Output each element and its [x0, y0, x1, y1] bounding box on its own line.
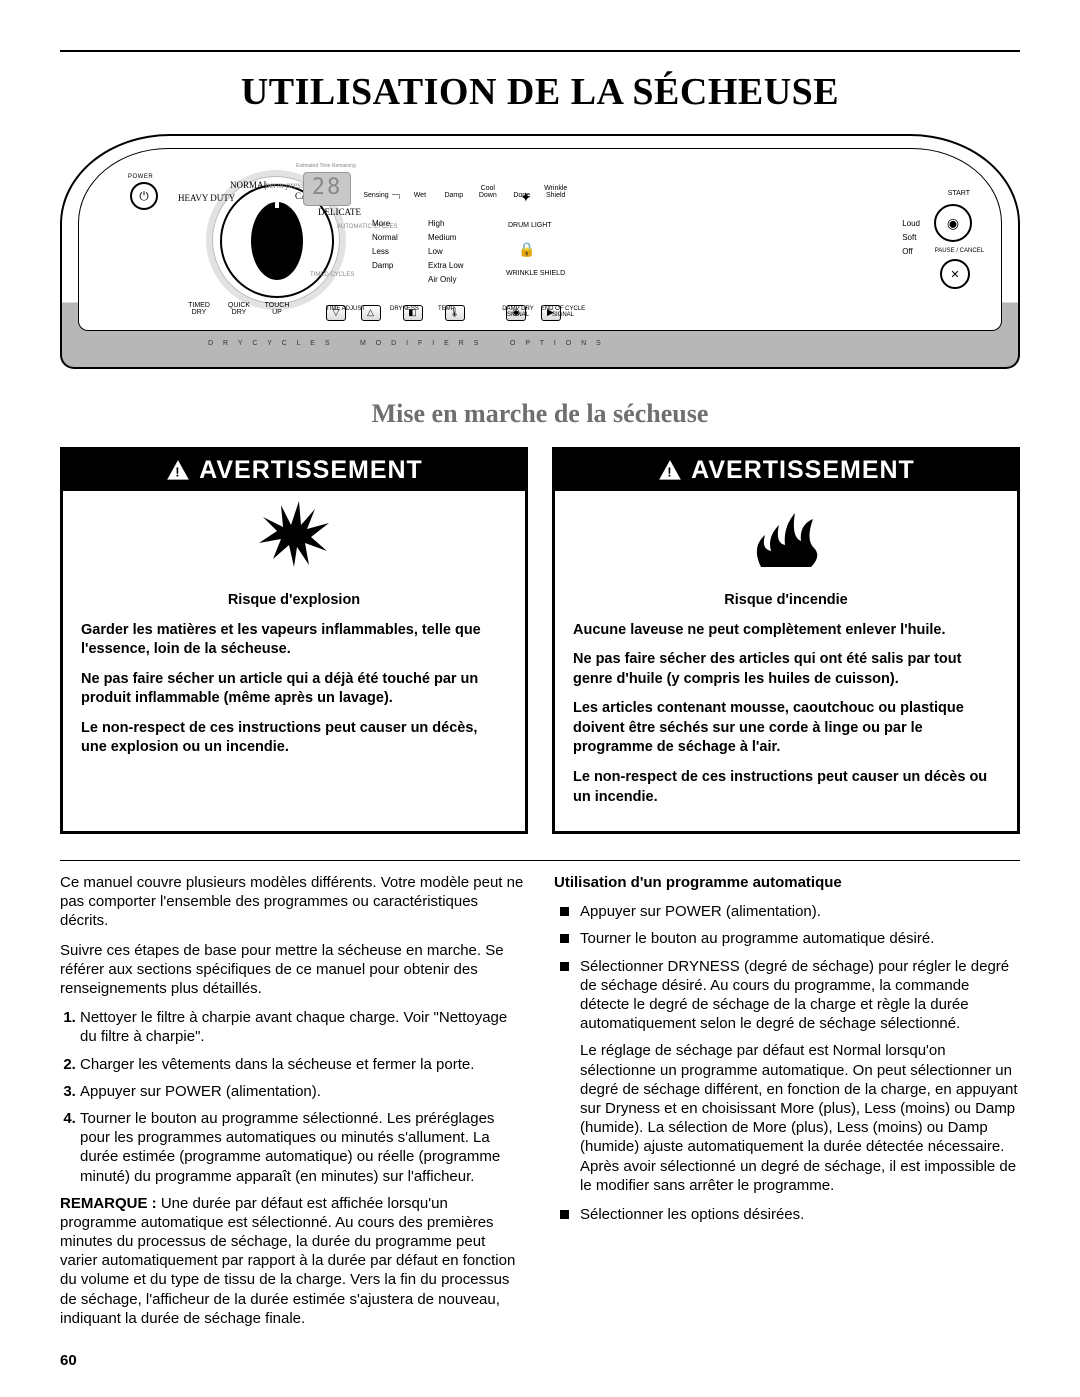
btn-touch-up: TOUCH UP [260, 302, 294, 316]
fire-icon [741, 497, 831, 575]
lbl-damp-dry: DAMP DRY SIGNAL [498, 306, 538, 318]
wrinkle-shield-label: WRINKLE SHIELD [506, 270, 565, 277]
left-li3: Appuyer sur POWER (alimentation). [80, 1082, 526, 1101]
btn-quick-dry: QUICK DRY [222, 302, 256, 316]
sect-mod: M O D I F I E R S [360, 340, 482, 347]
left-p2: Suivre ces étapes de base pour mettre la… [60, 941, 526, 999]
warn-left-p2: Ne pas faire sécher un article qui a déj… [81, 670, 507, 709]
btn-timed-dry: TIMED DRY [182, 302, 216, 316]
left-remarque: REMARQUE : Une durée par défaut est affi… [60, 1194, 526, 1328]
status-cool: Cool Down [472, 185, 504, 199]
sect-dry: D R Y C Y C L E S [208, 340, 334, 347]
rule-top [60, 50, 1020, 52]
left-li1: Nettoyer le filtre à charpie avant chaqu… [80, 1008, 526, 1046]
left-li4: Tourner le bouton au programme sélection… [80, 1109, 526, 1186]
light-icon: ✦ [520, 190, 532, 204]
start-label: START [948, 190, 970, 197]
dry-normal: Normal [372, 233, 398, 247]
power-button-icon: ⏻ [130, 182, 158, 210]
left-p1: Ce manuel couvre plusieurs modèles diffé… [60, 873, 526, 931]
dryness-levels: More Normal Less Damp [372, 219, 398, 275]
lbl-time-adjust: TIME ADJUST [326, 306, 365, 312]
temp-high: High [428, 219, 464, 233]
cycle-normal: NORMAL [230, 181, 269, 190]
warn-right-p3: Les articles contenant mousse, caoutchou… [573, 699, 999, 758]
warning-fire: ! AVERTISSEMENT Risque d'incendie Aucune… [552, 447, 1020, 834]
remarque-text: Une durée par défaut est affichée lorsqu… [60, 1195, 515, 1327]
status-wrinkle: Wrinkle Shield [540, 185, 572, 199]
est-time-label: Estimated Time Remaining [296, 164, 356, 169]
sect-opt: O P T I O N S [510, 340, 605, 347]
cycle-timed-cycles: TIMED CYCLES [310, 272, 354, 278]
warning-triangle-icon: ! [165, 458, 191, 484]
signal-levels: Loud Soft Off [902, 219, 920, 261]
page-title: UTILISATION DE LA SÉCHEUSE [60, 70, 1020, 114]
start-button-icon: ◉ [934, 204, 972, 242]
cycle-delicate: DELICATE [318, 208, 361, 217]
cycle-perm: perm press [265, 181, 304, 190]
cycle-heavy: HEAVY DUTY [178, 194, 235, 203]
page-number: 60 [60, 1352, 77, 1369]
temp-air: Air Only [428, 275, 464, 289]
warn-right-title: Risque d'incendie [573, 591, 999, 611]
warn-left-title: Risque d'explosion [81, 591, 507, 611]
status-damp: Damp [438, 192, 470, 199]
right-b1: Appuyer sur POWER (alimentation). [554, 902, 1020, 921]
warn-right-p2: Ne pas faire sécher des articles qui ont… [573, 650, 999, 689]
right-b4: Sélectionner les options désirées. [554, 1205, 1020, 1224]
remarque-label: REMARQUE : [60, 1195, 157, 1212]
right-column: Utilisation d'un programme automatique A… [554, 873, 1020, 1338]
power-label: POWER [128, 174, 153, 180]
cancel-button-icon: ✕ [940, 259, 970, 289]
temp-low: Low [428, 247, 464, 261]
control-panel-figure: POWER ⏻ HEAVY DUTY NORMAL perm press CAS… [60, 134, 1020, 369]
dry-less: Less [372, 247, 398, 261]
lbl-end-cycle: END OF CYCLE SIGNAL [540, 306, 586, 318]
left-li2: Charger les vêtements dans la sécheuse e… [80, 1055, 526, 1074]
svg-text:!: ! [175, 464, 180, 479]
signal-soft: Soft [902, 233, 920, 247]
right-b3-p: Le réglage de séchage par défaut est Nor… [580, 1041, 1020, 1195]
section-subtitle: Mise en marche de la sécheuse [60, 399, 1020, 429]
warn-right-p4: Le non-respect de ces instructions peut … [573, 768, 999, 807]
status-wet: Wet [404, 192, 436, 199]
warning-heading-right: AVERTISSEMENT [691, 456, 915, 485]
warning-triangle-icon: ! [657, 458, 683, 484]
dry-damp: Damp [372, 261, 398, 275]
left-column: Ce manuel couvre plusieurs modèles diffé… [60, 873, 526, 1338]
status-sensing: Sensing [360, 192, 392, 199]
status-icons-row: Sensing─┐ Wet Damp Cool Down Done Wrinkl… [360, 185, 572, 199]
explosion-icon [249, 497, 339, 575]
dry-more: More [372, 219, 398, 233]
right-b3: Sélectionner DRYNESS (degré de séchage) … [554, 957, 1020, 1195]
warning-explosion: ! AVERTISSEMENT Risque d'explosion Garde… [60, 447, 528, 834]
temp-levels: High Medium Low Extra Low Air Only [428, 219, 464, 289]
lbl-dryness: DRYNESS [390, 306, 419, 312]
lock-icon: 🔒 [518, 242, 535, 256]
signal-loud: Loud [902, 219, 920, 233]
warning-heading-left: AVERTISSEMENT [199, 456, 423, 485]
warn-left-p1: Garder les matières et les vapeurs infla… [81, 621, 507, 660]
temp-extra-low: Extra Low [428, 261, 464, 275]
pause-label: PAUSE / CANCEL [935, 248, 984, 254]
right-b2: Tourner le bouton au programme automatiq… [554, 929, 1020, 948]
signal-off: Off [902, 247, 920, 261]
right-b3-text: Sélectionner DRYNESS (degré de séchage) … [580, 958, 1009, 1033]
rule-mid [60, 860, 1020, 861]
right-heading: Utilisation d'un programme automatique [554, 873, 1020, 892]
time-display: 28 [303, 172, 351, 206]
svg-text:!: ! [667, 464, 672, 479]
warn-right-p1: Aucune laveuse ne peut complètement enle… [573, 621, 999, 641]
lbl-temp: TEMP [438, 306, 455, 312]
drum-light-label: DRUM LIGHT [508, 222, 552, 229]
warn-left-p3: Le non-respect de ces instructions peut … [81, 719, 507, 758]
temp-medium: Medium [428, 233, 464, 247]
